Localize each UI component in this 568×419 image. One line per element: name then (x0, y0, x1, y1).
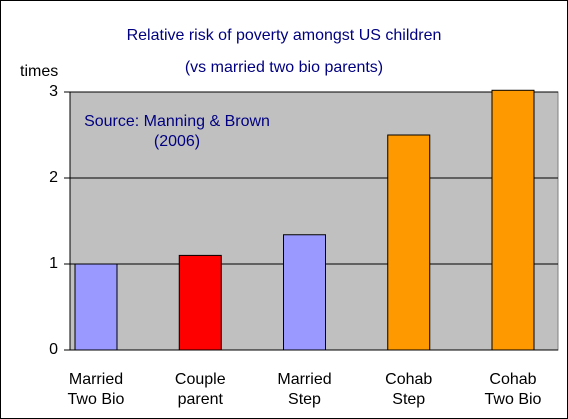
annotation: Source: Manning & Brown (2006) (84, 113, 270, 150)
bar (178, 254, 222, 351)
x-tick-label: Married Step (277, 371, 332, 408)
x-tick-label: Couple parent (174, 371, 226, 408)
bar (283, 234, 326, 351)
x-tick-label: Cohab Step (385, 371, 433, 408)
x-tick-label: Cohab Two Bio (484, 371, 542, 408)
y-axis-label: times (20, 63, 59, 80)
y-tick-label: 3 (49, 83, 58, 100)
x-tick-label: Married Two Bio (67, 371, 125, 408)
y-tick-label: 2 (49, 169, 58, 186)
chart-subtitle: (vs married two bio parents) (184, 59, 384, 76)
y-tick-label: 1 (49, 255, 58, 272)
chart-title: Relative risk of poverty amongst US chil… (126, 27, 442, 44)
bar (74, 263, 118, 351)
bar (387, 134, 431, 351)
bar (491, 89, 535, 351)
y-tick-label: 0 (49, 341, 58, 358)
